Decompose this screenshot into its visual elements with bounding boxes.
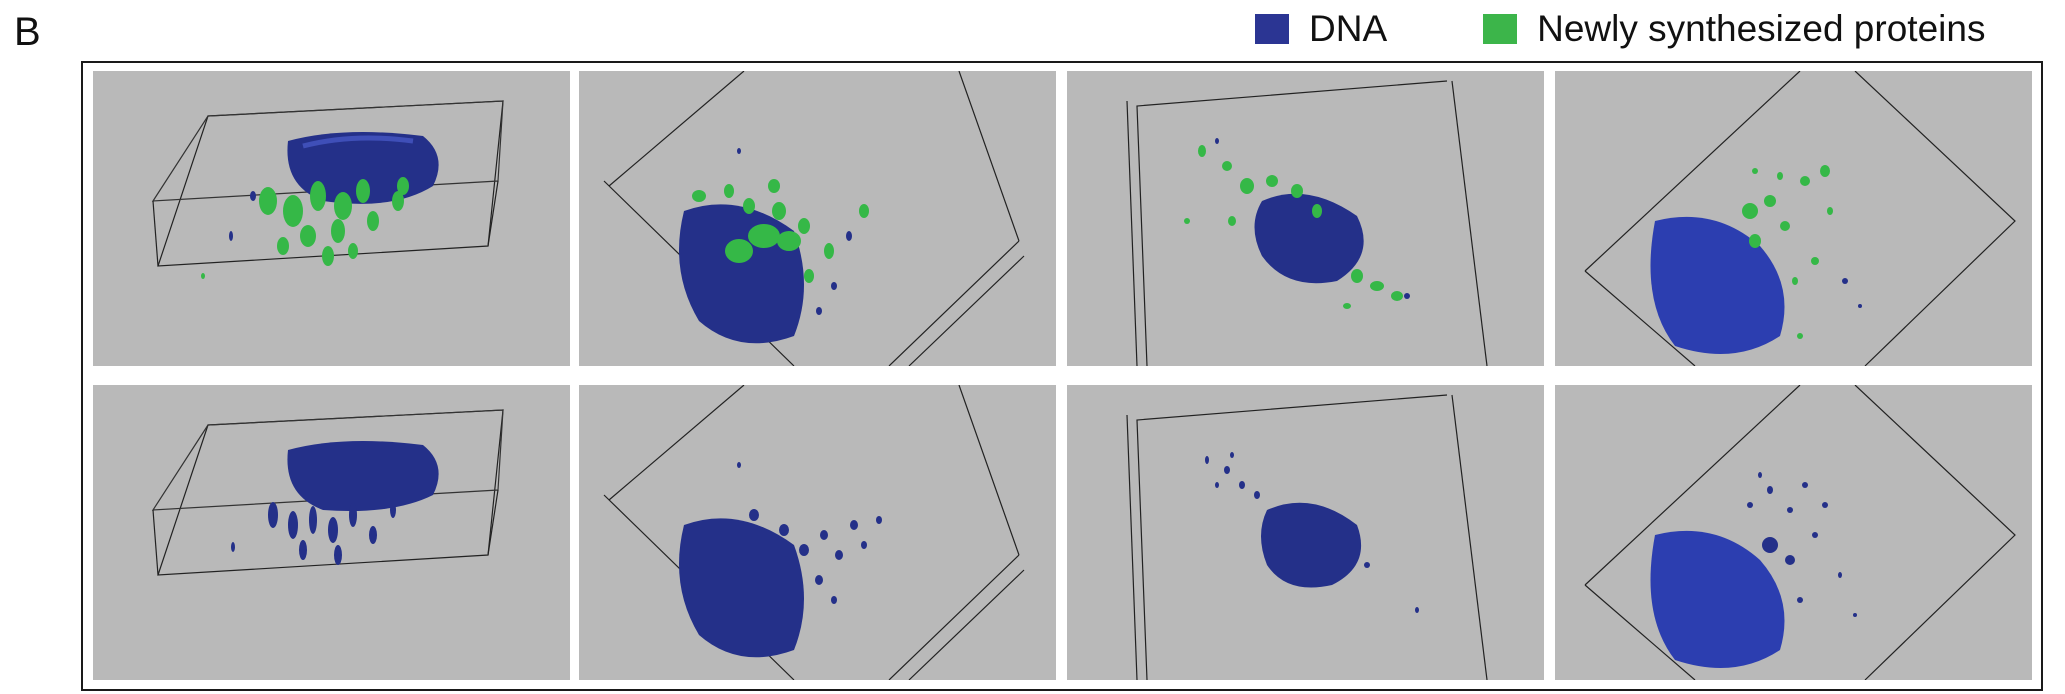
dna-foci-icon [737,462,882,604]
bounding-box-icon [603,385,1025,680]
legend-label-protein: Newly synthesized proteins [1537,8,1986,49]
bounding-box-icon [1126,80,1488,366]
render-view-r2c2 [579,385,1056,680]
protein-swatch-icon [1483,14,1518,44]
render-view-r2c3 [1067,385,1544,680]
bounding-box-icon [151,100,504,267]
render-view-r1c4 [1555,71,2032,366]
dna-mass-icon [287,441,439,511]
protein-foci-icon [692,179,869,283]
dna-mass-icon [1650,530,1785,668]
dna-foci-icon [1747,472,1857,617]
bounding-box-icon [1584,71,2016,366]
bounding-box-icon [1126,394,1488,680]
protein-foci-icon [1742,165,1833,339]
protein-foci-icon [201,177,409,279]
dna-swatch-icon [1255,14,1289,44]
panel-letter: B [14,10,41,54]
render-view-r1c2 [579,71,1056,366]
protein-foci-icon [1184,145,1403,309]
dna-mass-icon [679,518,804,658]
dna-mass-icon [1254,193,1364,284]
render-r1c1-svg [151,100,504,279]
dna-foci-icon [1205,452,1419,613]
dna-foci-icon [231,502,396,565]
render-view-r1c3 [1067,71,1544,366]
image-grid-frame [81,61,2043,691]
dna-mass-icon [679,204,804,344]
render-view-r1c1 [93,71,570,366]
dna-mass-icon [1650,216,1785,354]
bounding-box-icon [603,71,1025,366]
legend-label-dna: DNA [1309,8,1388,49]
bounding-box-icon [1584,385,2016,680]
legend: DNA Newly synthesized proteins [1255,6,1985,52]
legend-item-protein: Newly synthesized proteins [1483,8,1985,50]
render-view-r2c1 [93,385,570,680]
bounding-box-icon [151,409,504,576]
legend-item-dna: DNA [1255,8,1387,50]
dna-mass-icon [1261,502,1362,588]
render-view-r2c4 [1555,385,2032,680]
